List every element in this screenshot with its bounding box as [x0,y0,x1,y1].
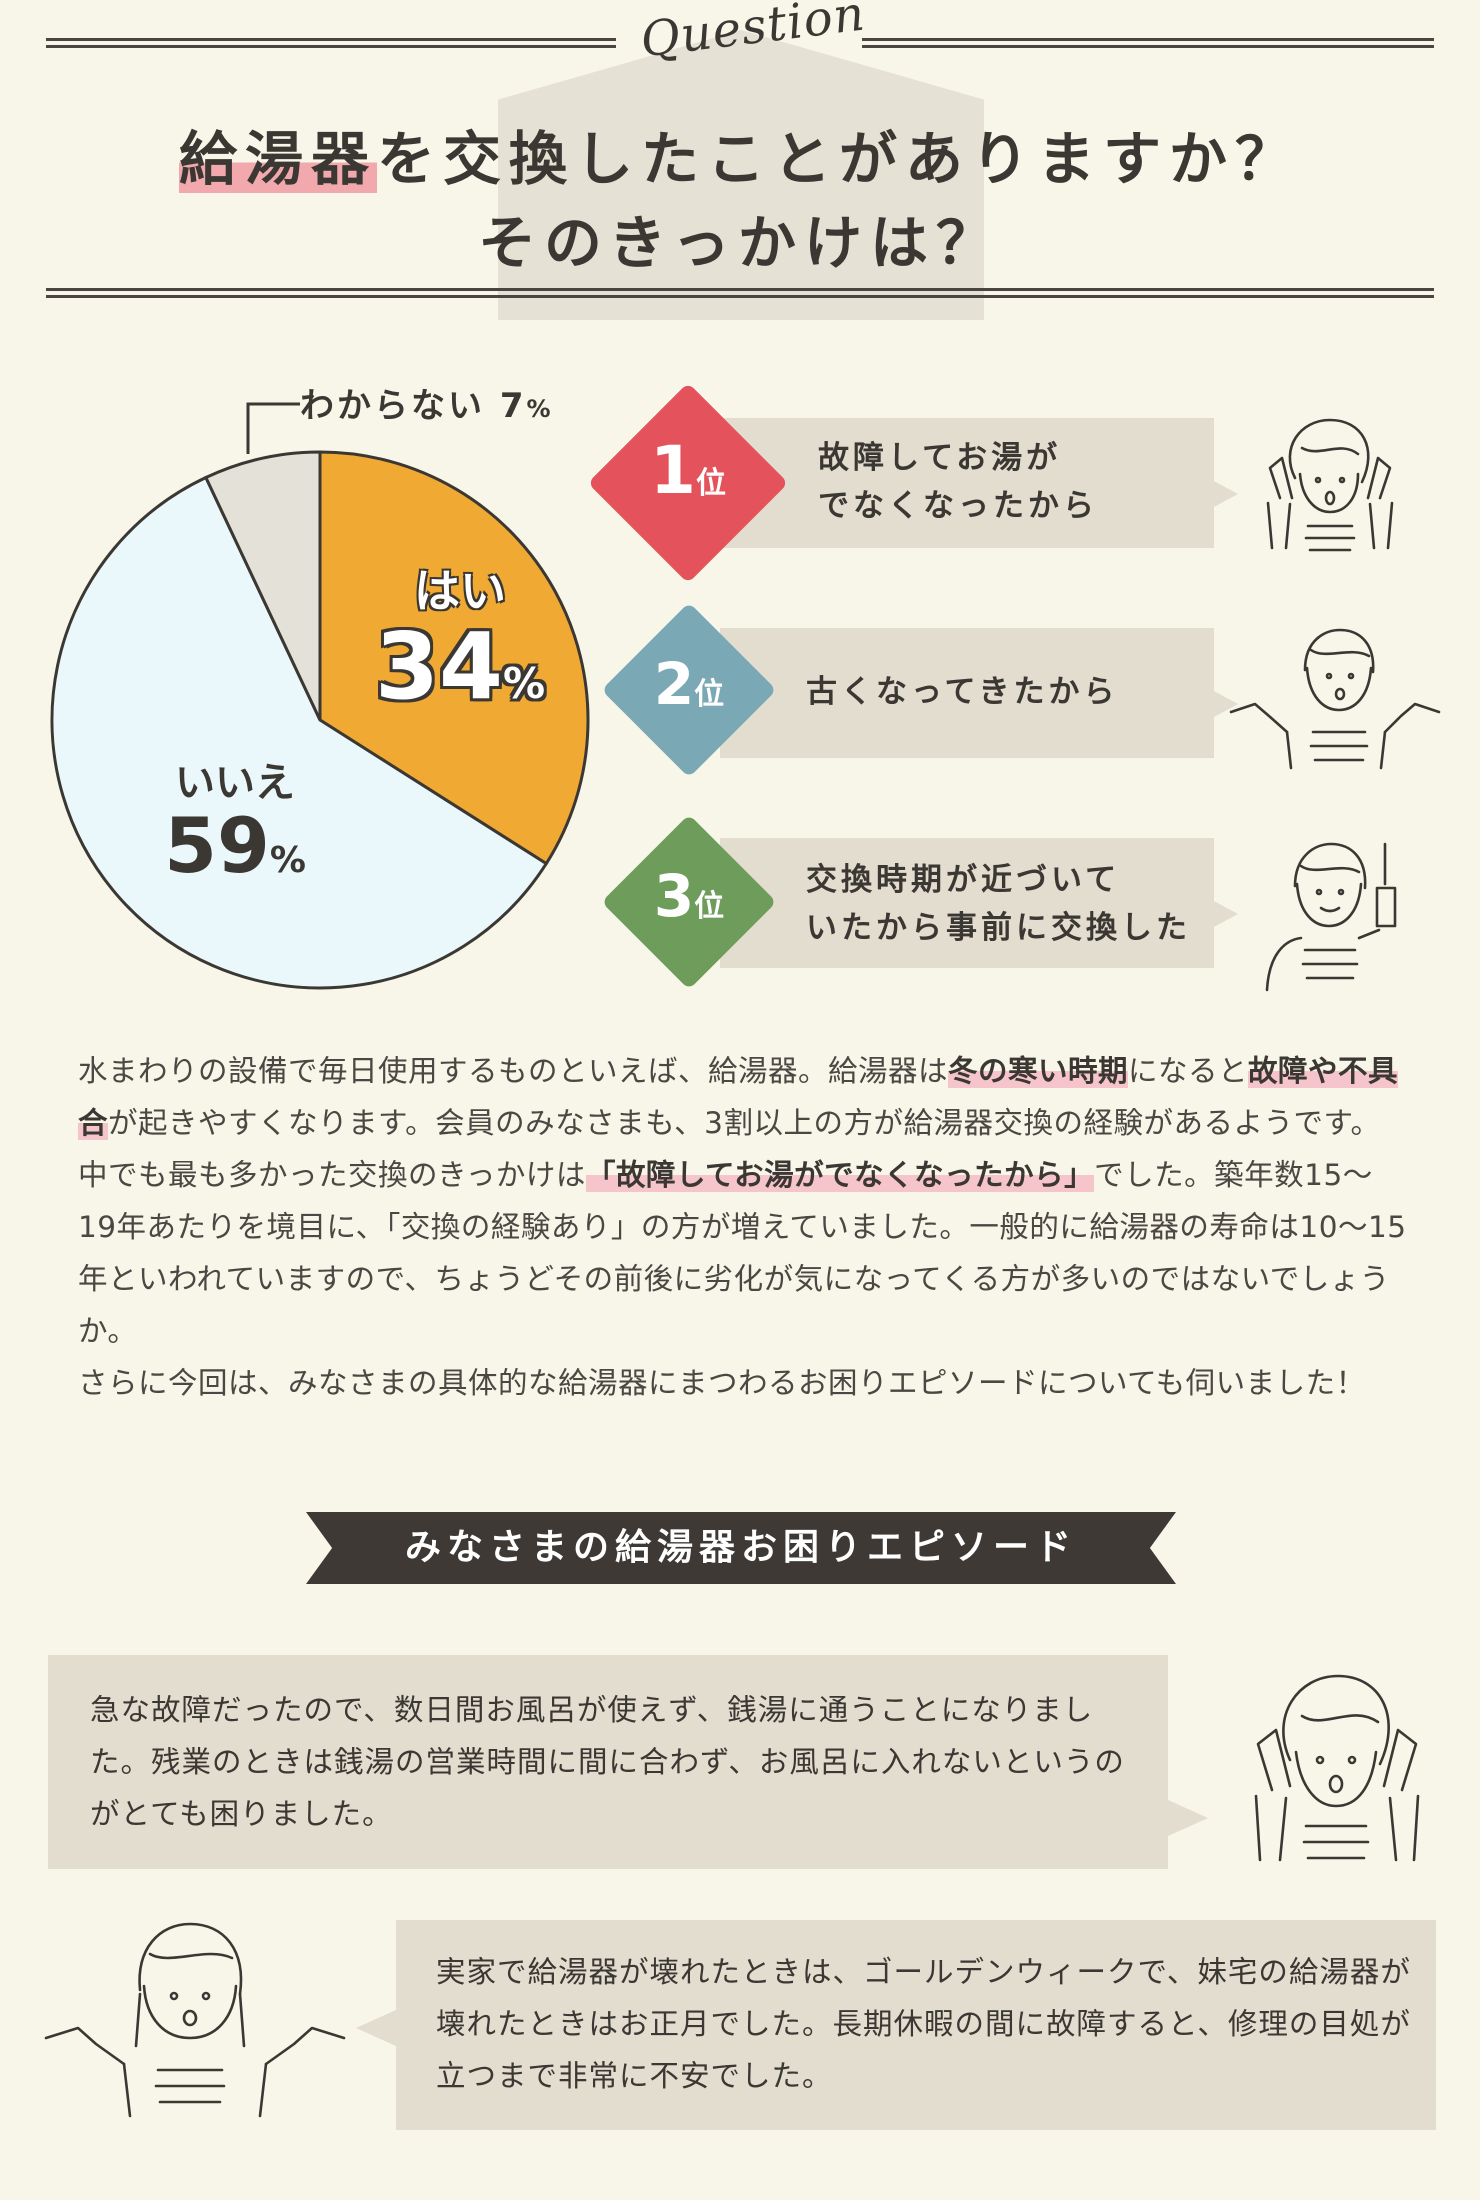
rank-2-line1: 古くなってきたから [806,674,1119,710]
rank-3-label: 3位 [627,862,751,930]
title-highlight: 給湯器 [178,125,377,193]
pie-label-no-unit: % [269,840,306,881]
episode-1-tail [1168,1800,1208,1836]
rank-1-suffix: 位 [695,466,726,501]
page-title-line2: そのきっかけは？ [478,209,1002,277]
body-p1-a: 水まわりの設備で毎日使用するものといえば、給湯器。給湯器は [78,1054,949,1088]
rank-1-number: 1 [650,432,696,509]
episode-2-tail [356,2010,396,2046]
pie-label-unknown-value: 7 [499,386,527,426]
rank-3-line2: いたから事前に交換した [806,910,1191,946]
episode-banner [306,1512,1176,1584]
rank-1-line1: 故障してお湯が [818,440,1062,476]
body-highlight-winter: 冬の寒い時期 [948,1054,1129,1088]
pie-label-yes: はい 34% [360,555,560,713]
unknown-leader-line [246,402,300,454]
rank-2-box [720,628,1238,758]
rank-2-label: 2位 [627,650,751,718]
pie-label-unknown: わからない 7% [300,378,554,427]
rank-1-text: 故障してお湯が でなくなったから [818,434,1098,530]
body-text: 水まわりの設備で毎日使用するものといえば、給湯器。給湯器は冬の寒い時期になると故… [78,1045,1408,1409]
pie-label-no-value: 59 [164,801,270,890]
rank-1-line2: でなくなったから [818,488,1098,524]
pie-label-yes-value: 34 [374,613,503,720]
rank-3-suffix: 位 [694,889,725,924]
body-highlight-reason: 「故障してお湯がでなくなったから」 [585,1158,1095,1192]
rank-1-label: 1位 [617,432,759,509]
rank-1-box [720,418,1238,548]
pie-label-yes-name: はい [414,564,506,618]
pie-label-unknown-name: わからない [300,386,485,426]
episode-2-box [396,1920,1436,2130]
rank-3-box [720,838,1238,968]
pie-slice-no [50,475,549,990]
pie-chart [50,450,590,990]
worried-woman-large-icon [1254,1674,1420,1862]
episode-1-box [48,1655,1168,1869]
rank-3-line1: 交換時期が近づいて [806,862,1121,898]
body-paragraph-2: さらに今回は、みなさまの具体的な給湯器にまつわるお困りエピソードについても伺いま… [78,1366,1366,1400]
rank-2-text: 古くなってきたから [806,668,1119,716]
shrugging-woman-icon [44,1922,346,2118]
header-rule-left [46,38,616,48]
pie-label-no: いいえ 59% [140,750,330,884]
body-p1-d: でした。築年数15〜19年あたりを境目に、「交換の経験あり」の方が増えていました… [78,1158,1407,1348]
rank-3-number: 3 [653,862,695,930]
pie-slice-unknown [203,450,322,721]
page-title-line1: 給湯器を交換したことがありますか？ [0,112,1480,196]
body-paragraph-1: 水まわりの設備で毎日使用するものといえば、給湯器。給湯器は冬の寒い時期になると故… [78,1045,1408,1357]
episode-1-text: 急な故障だったので、数日間お風呂が使えず、銭湯に通うことになりました。残業のとき… [90,1693,1125,1831]
body-p1-b: になると [1128,1054,1249,1088]
header-rule-bottom [46,288,1434,298]
worried-woman-icon [1266,418,1394,552]
rank-2-number: 2 [653,650,695,718]
pie-label-unknown-unit: % [526,395,554,423]
pie-label-no-name: いいえ [175,760,295,806]
rank-2-suffix: 位 [694,677,725,712]
header-rule-right [862,38,1434,48]
episode-banner-label: みなさまの給湯器お困りエピソード [404,1527,1077,1568]
header-house-shape [498,30,984,320]
pointing-man-icon [1265,842,1397,992]
rank-3-text: 交換時期が近づいて いたから事前に交換した [806,856,1191,952]
shrugging-man-icon [1229,628,1441,770]
pie-slice-yes [318,450,590,866]
body-p1-c: が起きやすくなります。会員のみなさまも、3割以上の方が給湯器交換の経験があるよう… [78,1106,1381,1192]
episode-2-text: 実家で給湯器が壊れたときは、ゴールデンウィークで、妹宅の給湯器が壊れたときはお正… [436,1955,1411,2093]
pie-label-yes-unit: % [502,659,546,708]
title-line1-rest: を交換したことがありますか？ [377,125,1302,193]
